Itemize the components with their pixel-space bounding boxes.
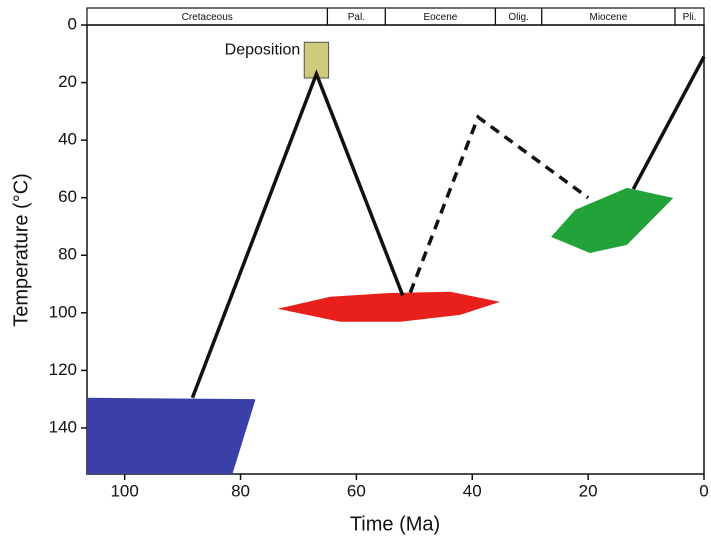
x-tick-label: 100 [110,481,138,500]
period-label: Eocene [423,12,457,23]
constraint-box [87,397,256,474]
y-tick-label: 40 [58,130,77,149]
y-tick-label: 140 [49,417,77,436]
period-label: Pal. [348,12,365,23]
period-label: Pli. [683,12,697,23]
y-tick-label: 120 [49,360,77,379]
period-label: Olig. [508,12,529,23]
constraint-box [277,291,501,322]
constraint-box [303,41,330,79]
y-tick-label: 80 [58,245,77,264]
constraint-box [551,187,674,253]
x-axis-title: Time (Ma) [350,513,440,535]
y-tick-label: 0 [68,14,77,33]
period-label: Miocene [590,12,628,23]
y-tick-label: 60 [58,187,77,206]
y-axis-title: Temperature (°C) [10,173,32,327]
x-tick-label: 80 [231,481,250,500]
time-temperature-path [408,114,590,294]
x-tick-label: 60 [347,481,366,500]
x-tick-label: 20 [579,481,598,500]
x-tick-label: 40 [463,481,482,500]
time-temperature-path [190,69,405,399]
y-tick-label: 100 [49,302,77,321]
period-label: Cretaceous [182,12,233,23]
x-tick-label: 0 [699,481,708,500]
y-tick-label: 20 [58,72,77,91]
box-label: Deposition [225,41,301,58]
time-temperature-path [631,55,706,190]
plot-frame [86,24,705,475]
